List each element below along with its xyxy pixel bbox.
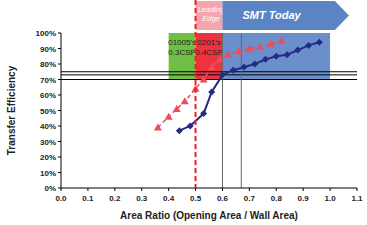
x-tick: [87, 188, 88, 191]
series-marker: [305, 42, 312, 49]
x-tick: [61, 188, 62, 191]
y-tick: [58, 172, 61, 173]
y-tick-label: 80%: [40, 60, 56, 69]
chart: LeadingEdgeSMT Today01005's0.3CSP0201's0…: [0, 0, 367, 225]
series-marker: [200, 76, 208, 83]
x-tick-label: 0.2: [109, 194, 121, 203]
series-marker: [173, 105, 181, 112]
y-tick-label: 20%: [40, 153, 56, 162]
y-tick: [58, 33, 61, 34]
x-tick-label: 0.3: [136, 194, 148, 203]
y-axis-title: Transfer Efficiency: [6, 65, 17, 155]
y-tick: [58, 126, 61, 127]
series-marker: [294, 47, 301, 54]
x-tick-label: 0.0: [55, 194, 67, 203]
y-tick-label: 60%: [40, 91, 56, 100]
y-tick: [58, 79, 61, 80]
region-label: 0.3CSP: [168, 48, 196, 57]
x-tick: [168, 188, 169, 191]
x-tick-label: 0.1: [82, 194, 94, 203]
x-tick: [141, 188, 142, 191]
x-tick: [330, 188, 331, 191]
x-tick-label: 0.9: [298, 194, 310, 203]
header-label: SMT Today: [242, 9, 301, 21]
y-tick-label: 70%: [40, 76, 56, 85]
series-marker: [200, 110, 207, 117]
series-marker: [208, 88, 215, 95]
x-tick-label: 0.4: [163, 194, 175, 203]
reference-vline: [222, 33, 223, 188]
y-tick-label: 100%: [36, 29, 56, 38]
series-marker: [208, 63, 216, 70]
series-marker: [273, 53, 280, 60]
y-tick: [58, 48, 61, 49]
y-tick-label: 90%: [40, 45, 56, 54]
y-tick-label: 40%: [40, 122, 56, 131]
region: [222, 33, 330, 80]
x-tick-label: 0.5: [190, 194, 202, 203]
header-label: Edge: [202, 14, 220, 23]
x-tick-label: 0.6: [217, 194, 229, 203]
reference-hline: [61, 71, 357, 72]
series-marker: [262, 56, 269, 63]
series-marker: [181, 97, 189, 104]
y-tick-label: 0%: [44, 184, 56, 193]
region-label: 0.4CSP: [195, 48, 223, 57]
series-marker: [251, 61, 258, 68]
reference-hline: [61, 79, 357, 80]
y-tick: [58, 95, 61, 96]
y-tick: [58, 110, 61, 111]
y-tick: [58, 157, 61, 158]
x-tick-label: 0.8: [271, 194, 283, 203]
series-marker: [235, 48, 243, 55]
region-label: 01005's: [168, 38, 196, 47]
marker-line: [195, 0, 197, 188]
reference-hline: [61, 74, 357, 75]
x-axis-title: Area Ratio (Opening Area / Wall Area): [120, 210, 298, 221]
series-marker: [216, 55, 224, 62]
series-marker: [284, 51, 291, 58]
x-tick-label: 1.1: [351, 194, 363, 203]
series-line: [158, 41, 282, 128]
x-tick: [222, 188, 223, 191]
series-marker: [224, 51, 232, 58]
x-tick: [276, 188, 277, 191]
header-label: Leading: [198, 5, 226, 14]
x-tick: [303, 188, 304, 191]
x-axis: [61, 188, 357, 189]
series-marker: [316, 39, 323, 46]
region: [196, 33, 223, 80]
y-tick-label: 30%: [40, 138, 56, 147]
plot-marks: [154, 37, 323, 134]
region-label: 0201's: [197, 38, 220, 47]
series-marker: [267, 40, 275, 47]
y-tick: [58, 141, 61, 142]
x-tick-label: 1.0: [325, 194, 337, 203]
series-marker: [256, 43, 264, 50]
series-line: [179, 42, 319, 130]
x-tick: [357, 188, 358, 191]
x-tick-label: 0.7: [244, 194, 256, 203]
series-marker: [230, 67, 237, 74]
y-tick-label: 50%: [40, 107, 56, 116]
series-marker: [219, 71, 226, 78]
x-tick: [195, 188, 196, 191]
series-marker: [245, 45, 253, 52]
x-tick: [114, 188, 115, 191]
series-marker: [165, 113, 173, 120]
region: [169, 33, 196, 80]
reference-vline: [241, 33, 242, 188]
y-tick-label: 10%: [40, 169, 56, 178]
series-marker: [176, 127, 183, 134]
series-marker: [187, 123, 194, 130]
header-arrow: [222, 1, 348, 30]
x-tick: [249, 188, 250, 191]
y-tick: [58, 64, 61, 65]
series-marker: [154, 124, 162, 131]
series-marker: [278, 37, 286, 44]
series-marker: [240, 64, 247, 71]
